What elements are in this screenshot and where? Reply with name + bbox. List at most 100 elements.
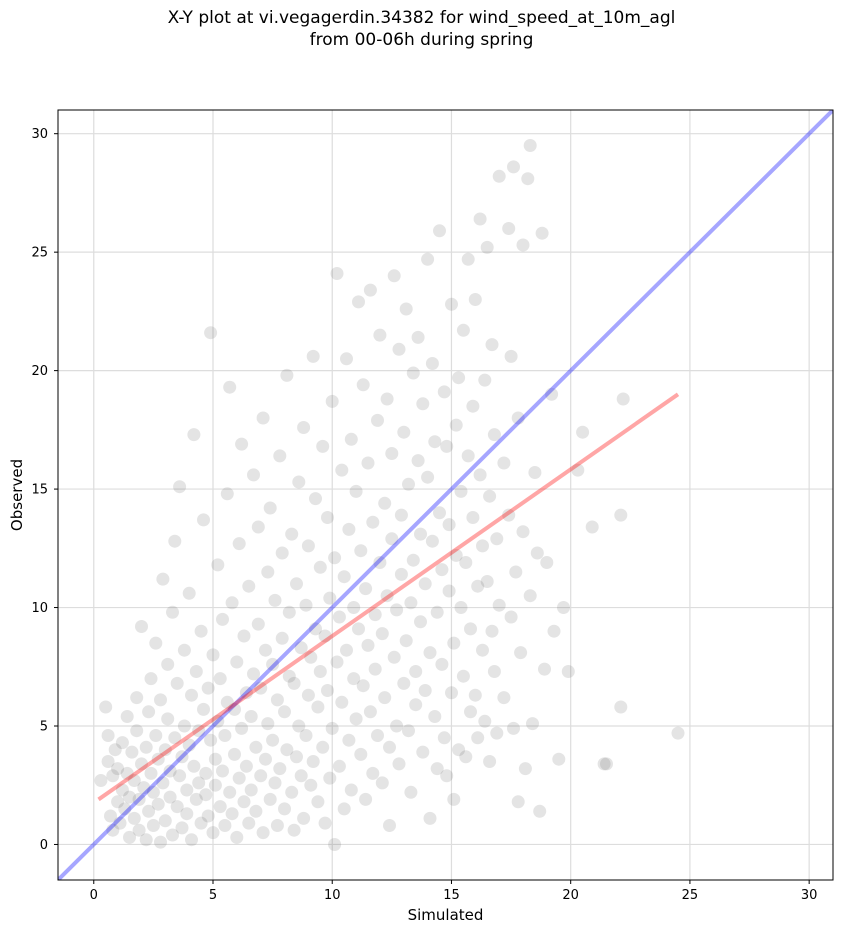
data-point [330, 655, 344, 669]
data-point [373, 328, 387, 342]
data-point [492, 598, 506, 612]
data-point [208, 778, 222, 792]
data-point [106, 823, 120, 837]
data-point [228, 702, 241, 716]
data-point [304, 778, 318, 792]
data-point [368, 608, 382, 622]
data-point [487, 665, 501, 678]
data-point [242, 579, 256, 593]
data-point [597, 757, 611, 771]
data-point [394, 567, 408, 581]
data-point [223, 380, 237, 394]
data-point [671, 726, 685, 740]
data-point [232, 771, 246, 785]
data-point [409, 698, 423, 712]
data-point [337, 570, 351, 584]
data-point [185, 688, 198, 702]
data-point [366, 515, 380, 529]
data-point [478, 714, 492, 728]
data-point [225, 807, 239, 821]
data-point [189, 665, 203, 678]
data-point [476, 643, 489, 657]
y-tick-label: 30 [31, 127, 48, 142]
data-point [378, 691, 392, 705]
data-point [268, 593, 282, 607]
data-point [242, 816, 256, 830]
data-point [480, 575, 494, 588]
grid-lines [58, 110, 833, 880]
data-point [139, 740, 153, 754]
data-point [280, 743, 294, 757]
data-point [194, 624, 208, 638]
data-point [146, 819, 160, 832]
data-point [361, 456, 375, 470]
data-point [316, 439, 330, 453]
data-point [325, 394, 339, 408]
data-point [94, 774, 108, 787]
data-point [223, 785, 237, 799]
data-point [228, 747, 241, 761]
data-point [309, 622, 322, 636]
data-point [371, 413, 384, 427]
data-point [383, 819, 396, 832]
data-point [492, 169, 506, 183]
data-point [330, 267, 344, 280]
data-point [313, 560, 327, 574]
y-tick-label: 20 [31, 364, 48, 379]
data-point [175, 821, 189, 835]
data-point [299, 598, 313, 612]
data-point [383, 740, 396, 754]
data-point [163, 790, 177, 804]
data-point [261, 717, 275, 731]
data-point [414, 615, 427, 629]
data-point [430, 762, 444, 776]
data-point [192, 724, 206, 738]
data-point [473, 468, 487, 482]
data-point [461, 449, 475, 463]
data-point [511, 795, 525, 809]
data-point [194, 816, 208, 830]
data-point [445, 686, 458, 700]
data-point [356, 679, 370, 693]
data-point [135, 620, 148, 633]
data-point [290, 750, 303, 764]
data-point [440, 439, 454, 453]
data-point [342, 733, 356, 747]
data-point [437, 385, 451, 399]
data-point [249, 740, 263, 754]
data-point [99, 700, 113, 714]
data-point [166, 605, 179, 619]
data-point [552, 752, 566, 766]
data-point [278, 802, 291, 816]
data-point [468, 688, 482, 702]
data-point [132, 792, 146, 806]
data-point [132, 823, 146, 837]
data-point [459, 750, 473, 764]
data-point [352, 295, 365, 309]
data-point [282, 669, 296, 683]
data-point [108, 743, 122, 757]
data-point [244, 710, 258, 723]
data-point [218, 819, 232, 832]
data-point [454, 601, 468, 614]
data-point [266, 733, 280, 747]
data-point [557, 601, 570, 614]
data-point [263, 501, 277, 515]
data-point [256, 826, 270, 840]
data-point [600, 757, 613, 771]
data-point [170, 800, 184, 814]
data-point [480, 240, 494, 254]
data-point [211, 714, 225, 728]
data-point [385, 532, 399, 546]
data-point [375, 627, 389, 641]
y-tick-label: 15 [31, 483, 48, 498]
data-point [120, 766, 134, 780]
data-point [468, 293, 482, 306]
data-point [309, 492, 322, 506]
data-point [445, 297, 458, 311]
data-point [216, 612, 229, 626]
y-axis-label: Observed [8, 459, 26, 531]
data-point [192, 776, 206, 790]
data-point [104, 809, 117, 823]
